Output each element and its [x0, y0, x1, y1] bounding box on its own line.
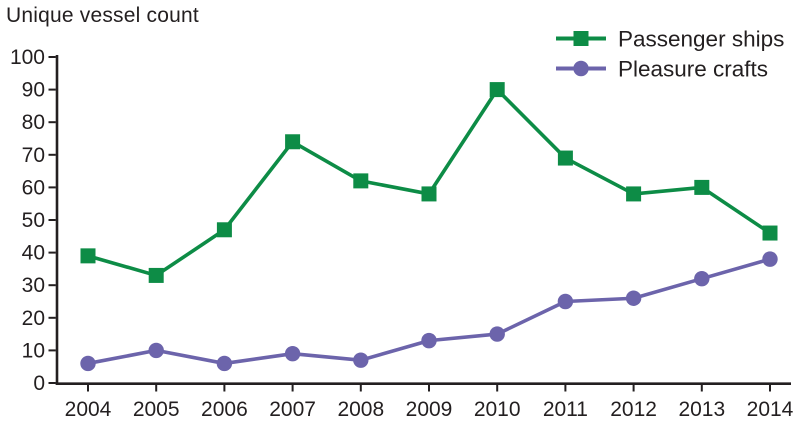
series-1-point-2006 — [216, 355, 233, 372]
series-0-point-2007 — [285, 134, 301, 150]
y-axis-tick-label: 100 — [10, 46, 45, 69]
series-0-point-2009 — [421, 186, 437, 202]
series-1-point-2005 — [148, 342, 164, 359]
x-axis-tick-label: 2012 — [610, 398, 657, 421]
series-0-point-2013 — [694, 179, 710, 195]
series-1-point-2011 — [557, 293, 574, 310]
y-axis-tick-label: 40 — [22, 242, 45, 265]
x-axis-tick-label: 2013 — [678, 398, 725, 421]
series-1-point-2007 — [284, 345, 301, 362]
series-1-point-2014 — [762, 251, 778, 267]
x-axis-tick-label: 2008 — [337, 398, 384, 421]
series-1-point-2009 — [421, 332, 437, 349]
y-axis-tick-label: 50 — [22, 209, 45, 232]
y-axis-tick-label: 30 — [22, 274, 45, 297]
y-axis-tick-label: 80 — [22, 111, 45, 134]
legend-label-0: Passenger ships — [618, 27, 784, 52]
y-axis-tick-label: 60 — [22, 176, 45, 199]
y-axis-tick-label: 0 — [33, 372, 45, 395]
x-axis-tick-label: 2004 — [65, 398, 112, 421]
y-axis-tick-label: 70 — [22, 144, 45, 167]
x-axis-tick-label: 2011 — [543, 398, 588, 421]
x-axis-tick-label: 2010 — [474, 398, 521, 421]
x-axis-tick-label: 2005 — [133, 398, 180, 421]
y-axis-tick-label: 10 — [22, 339, 45, 362]
series-line-0 — [87, 87, 772, 278]
series-0-point-2014 — [762, 225, 778, 241]
series-1-point-2004 — [80, 355, 96, 372]
x-axis-tick-label: 2006 — [201, 398, 248, 421]
legend-label-1: Pleasure crafts — [618, 57, 768, 82]
series-0-point-2004 — [80, 248, 96, 264]
y-axis-tick-label: 90 — [22, 79, 45, 102]
series-0-point-2005 — [148, 267, 164, 283]
series-0-point-2012 — [626, 186, 642, 202]
series-1-point-2012 — [625, 290, 642, 306]
series-1-point-2013 — [694, 270, 710, 287]
legend-marker-1 — [573, 60, 589, 77]
series-0-point-2006 — [216, 222, 232, 238]
chart-title: Unique vessel count — [6, 4, 199, 27]
x-axis-tick-label: 2007 — [269, 398, 316, 421]
x-axis-tick-label: 2014 — [747, 398, 794, 421]
series-1-point-2008 — [353, 352, 369, 368]
series-0-point-2008 — [353, 173, 369, 189]
x-axis-tick-label: 2009 — [406, 398, 453, 421]
y-axis-tick-label: 20 — [22, 307, 45, 330]
legend-marker-0 — [573, 31, 589, 46]
series-1-point-2010 — [489, 326, 505, 342]
series-0-point-2010 — [489, 82, 505, 98]
series-0-point-2011 — [557, 150, 573, 166]
